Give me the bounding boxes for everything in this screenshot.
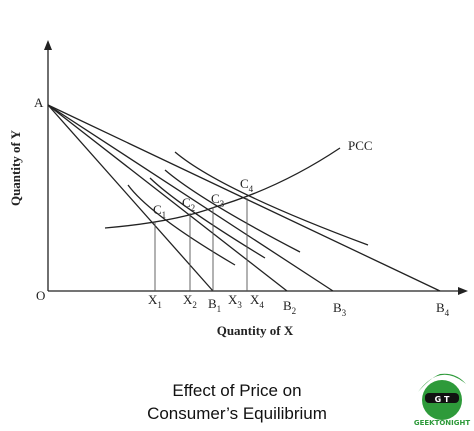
label-subscript: 1 <box>157 300 162 310</box>
point-label: C2 <box>182 195 195 213</box>
label-subscript: 4 <box>445 308 450 318</box>
point-label: A <box>34 95 44 110</box>
label-subscript: 1 <box>162 210 167 220</box>
label-subscript: 3 <box>220 199 225 209</box>
label-subscript: 3 <box>342 308 347 318</box>
budget-line <box>47 104 288 292</box>
point-label: X1 <box>148 292 162 310</box>
budget-line <box>47 104 214 292</box>
label-subscript: 4 <box>249 184 254 194</box>
x-axis-label: Quantity of X <box>217 323 294 338</box>
point-label: B4 <box>436 300 450 318</box>
label-text: X <box>250 292 260 307</box>
point-label: B1 <box>208 296 221 314</box>
point-label: X3 <box>228 292 242 310</box>
point-label: C4 <box>240 176 254 194</box>
budget-line <box>47 104 334 292</box>
caption: Effect of Price on <box>172 381 301 400</box>
label-subscript: 2 <box>192 300 197 310</box>
label-subscript: 1 <box>217 304 222 314</box>
logo-initials: G T <box>435 395 450 404</box>
label-text: C <box>153 202 162 217</box>
label-subscript: 4 <box>259 300 264 310</box>
y-arrow <box>44 40 52 50</box>
label-text: B <box>333 300 342 315</box>
label-subscript: 3 <box>237 300 242 310</box>
point-label: PCC <box>348 138 373 153</box>
point-label: C1 <box>153 202 166 220</box>
point-label: X2 <box>183 292 197 310</box>
label-text: X <box>228 292 238 307</box>
point-label: O <box>36 288 45 303</box>
y-axis-label: Quantity of Y <box>8 129 23 206</box>
label-text: B <box>283 298 292 313</box>
label-text: C <box>240 176 249 191</box>
label-text: C <box>182 195 191 210</box>
pcc-curve <box>104 147 341 229</box>
label-text: A <box>34 95 44 110</box>
x-arrow <box>458 287 468 295</box>
indifference-curve <box>174 151 369 246</box>
label-subscript: 2 <box>292 306 297 316</box>
point-label: B2 <box>283 298 296 316</box>
label-text: B <box>436 300 445 315</box>
point-label: X4 <box>250 292 264 310</box>
label-text: X <box>148 292 158 307</box>
label-text: C <box>211 191 220 206</box>
label-text: B <box>208 296 217 311</box>
logo-name: GEEKTONIGHT <box>414 419 471 427</box>
point-label: C3 <box>211 191 225 209</box>
logo: G T GEEKTONIGHT <box>414 373 471 427</box>
label-text: X <box>183 292 193 307</box>
label-text: PCC <box>348 138 373 153</box>
label-text: O <box>36 288 45 303</box>
indifference-curve <box>149 177 266 259</box>
label-subscript: 2 <box>191 203 196 213</box>
caption: Consumer’s Equilibrium <box>147 404 327 423</box>
indifference-curve <box>164 169 301 253</box>
point-label: B3 <box>333 300 347 318</box>
